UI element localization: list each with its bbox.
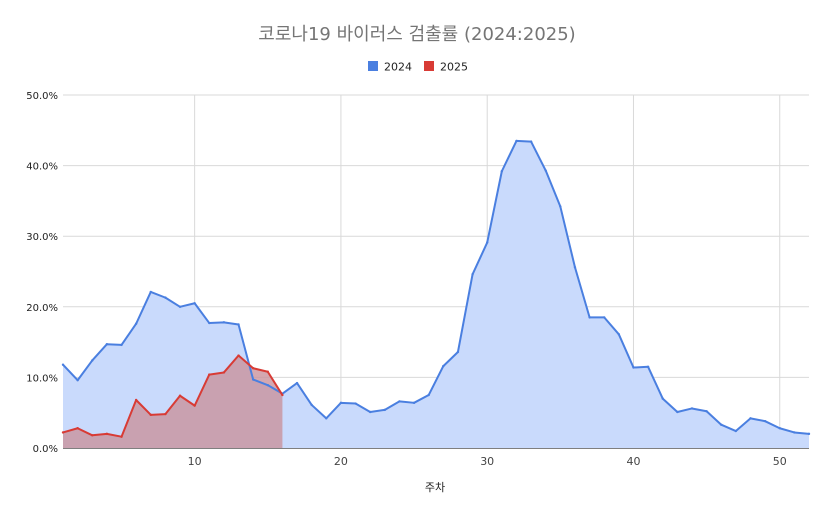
data-point-2024 [442,364,445,368]
legend: 2024 2025 [368,61,468,74]
data-point-2024 [676,410,679,414]
data-point-2024 [573,266,577,269]
data-point-2025 [222,371,226,374]
x-axis-ticks: 10 20 30 40 50 [188,455,787,468]
data-point-2024 [529,140,533,143]
data-point-2024 [91,359,94,362]
data-point-2024 [485,241,489,244]
y-tick-label: 50.0% [26,91,58,102]
data-point-2025 [149,413,152,417]
data-point-2024 [734,429,738,433]
x-tick-label: 40 [626,455,640,468]
data-point-2024 [646,365,650,369]
line-series-2025 [62,354,284,438]
data-point-2024 [339,401,343,405]
data-point-2024 [456,350,460,354]
data-point-2024 [325,417,328,420]
line-series-2024 [62,139,810,435]
data-point-2024 [222,321,226,324]
x-tick-label: 50 [773,455,787,468]
data-point-2024 [632,366,635,369]
legend-label-2025: 2025 [440,61,468,74]
data-point-2024 [251,378,255,381]
data-point-2025 [120,435,123,438]
data-point-2024 [749,417,752,420]
data-point-2025 [105,432,109,436]
data-point-2024 [295,381,299,385]
x-axis-label: 주차 [425,481,445,494]
data-point-2025 [281,393,284,397]
data-point-2024 [544,169,547,172]
data-point-2024 [471,273,474,276]
y-axis-ticks: 0.0% 10.0% 20.0% 30.0% 40.0% 50.0% [26,91,58,455]
data-point-2024 [500,170,504,173]
data-point-2024 [398,400,401,403]
data-point-2024 [559,205,562,208]
data-point-2024 [178,305,182,308]
data-point-2024 [310,403,313,407]
data-point-2025 [251,367,255,370]
legend-swatch-2024 [368,61,378,71]
data-point-2024 [76,379,79,382]
data-point-2025 [178,394,182,397]
area-series-2025 [63,355,283,448]
data-point-2024 [690,407,694,410]
y-tick-label: 40.0% [26,162,58,173]
x-tick-label: 10 [188,455,202,468]
data-point-2024 [134,322,138,325]
data-point-2024 [793,431,796,434]
data-point-2024 [705,410,708,413]
data-point-2024 [603,316,606,319]
series-lines [61,139,811,438]
data-point-2024 [661,397,664,400]
data-point-2024 [193,302,196,305]
x-tick-label: 20 [334,455,348,468]
data-point-2025 [76,427,79,430]
y-tick-label: 0.0% [33,444,58,455]
data-point-2024 [763,419,767,423]
data-point-2024 [368,410,372,414]
data-point-2024 [383,408,387,412]
series-areas [63,140,809,448]
data-point-2024 [720,423,723,426]
chart-title: 코로나19 바이러스 검출률 (2024:2025) [258,24,575,45]
x-tick-label: 30 [480,455,494,468]
y-tick-label: 10.0% [26,373,58,384]
data-point-2024 [149,290,152,294]
data-point-2025 [61,431,65,434]
data-point-2024 [164,296,167,299]
data-point-2024 [412,401,416,405]
data-point-2024 [105,343,109,346]
data-point-2025 [164,412,167,416]
data-point-2024 [617,333,621,336]
data-point-2024 [515,139,518,143]
data-point-2024 [237,323,240,326]
data-point-2024 [208,321,211,325]
data-point-2025 [193,404,196,407]
data-point-2024 [354,402,357,405]
legend-swatch-2025 [424,61,434,71]
data-point-2025 [134,398,138,402]
data-point-2024 [266,383,269,387]
data-point-2025 [91,434,94,437]
data-point-2024 [61,363,65,366]
data-point-2024 [588,316,591,319]
data-point-2024 [807,432,811,436]
y-tick-label: 30.0% [26,232,58,243]
data-point-2025 [266,370,269,373]
y-tick-label: 20.0% [26,303,58,314]
data-point-2025 [208,373,211,376]
data-point-2024 [427,393,430,397]
data-point-2024 [778,427,781,430]
data-point-2024 [120,343,123,347]
legend-label-2024: 2024 [384,61,412,74]
data-point-2025 [237,354,240,357]
